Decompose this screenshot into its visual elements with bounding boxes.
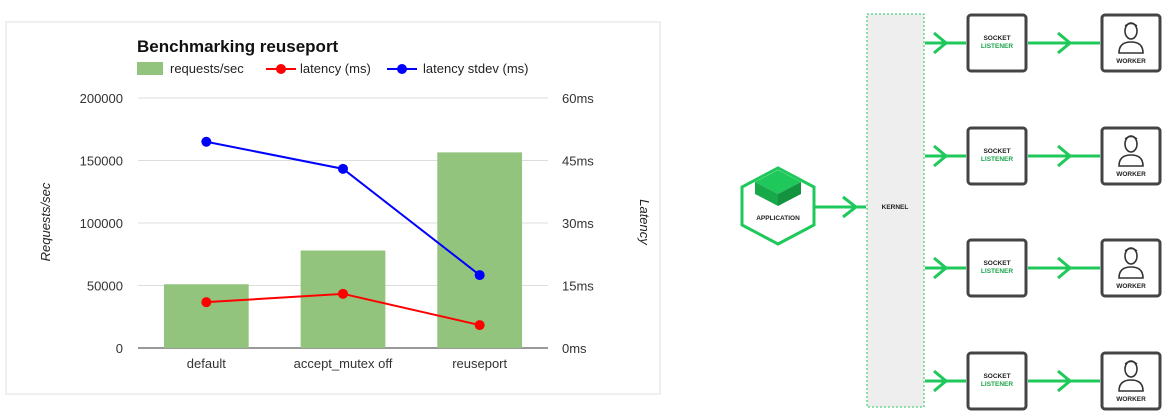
series-point — [201, 297, 212, 308]
worker-label: WORKER — [1116, 396, 1146, 403]
bars — [163, 152, 523, 348]
bar-requests — [163, 284, 249, 348]
y2-tick-label: 30ms — [562, 216, 594, 231]
y-tick-label: 50000 — [87, 279, 123, 294]
app-to-kernel-arrow — [815, 195, 866, 219]
legend-label-requests: requests/sec — [170, 61, 244, 76]
y2-tick-label: 0ms — [562, 341, 587, 356]
application-label: APPLICATION — [756, 215, 800, 222]
person-icon — [1118, 247, 1144, 279]
application-cube-right — [778, 182, 801, 206]
arrow-head — [1057, 256, 1073, 280]
socket-label: SOCKET — [983, 35, 1010, 42]
arrow-head — [1057, 369, 1073, 393]
x-tick-label: default — [187, 356, 226, 371]
worker-box — [1100, 238, 1162, 298]
worker-box — [1100, 351, 1162, 411]
legend-swatch-requests — [137, 62, 163, 75]
socket-label: SOCKET — [983, 260, 1010, 267]
series-point — [338, 163, 348, 174]
series-point — [201, 136, 212, 147]
socket-listener-box — [966, 238, 1028, 298]
listener-label: LISTENER — [981, 268, 1013, 275]
worker-label: WORKER — [1116, 171, 1146, 178]
legend-label-latency: latency (ms) — [300, 61, 371, 76]
application-cube-left — [755, 182, 778, 206]
bar-requests — [437, 152, 523, 348]
arrow-head — [933, 369, 949, 393]
socket-listener-box — [966, 351, 1028, 411]
bar-requests — [300, 250, 386, 348]
legend-marker-latency — [276, 64, 286, 74]
y-tick-label: 150000 — [80, 154, 123, 169]
worker-box — [1100, 126, 1162, 186]
y-tick-label: 0 — [116, 341, 123, 356]
person-icon — [1118, 22, 1144, 54]
socket-listener-box — [966, 126, 1028, 186]
worker-box — [1100, 13, 1162, 73]
arrow-head — [933, 256, 949, 280]
y-tick-label: 100000 — [80, 216, 123, 231]
y2-tick-label: 15ms — [562, 279, 594, 294]
y2-axis-title: Latency — [637, 199, 652, 246]
arrow-head — [933, 31, 949, 55]
x-tick-label: reuseport — [452, 356, 507, 371]
y2-tick-label: 60ms — [562, 91, 594, 106]
listener-worker-rows: SOCKETLISTENERWORKERSOCKETLISTENERWORKER… — [925, 13, 1162, 411]
latency-lines — [201, 136, 485, 331]
x-tick-label: accept_mutex off — [294, 356, 393, 371]
person-icon — [1118, 135, 1144, 167]
listener-label: LISTENER — [981, 43, 1013, 50]
y-axis-title: Requests/sec — [38, 182, 53, 261]
axis-ticks: 0 0ms 50000 15ms 100000 30ms 150000 45ms 200000 6… — [80, 91, 595, 371]
socket-label: SOCKET — [983, 373, 1010, 380]
series-point — [338, 288, 348, 299]
application-node: APPLICATION — [740, 166, 816, 246]
kernel-label: KERNEL — [882, 204, 909, 211]
arrow-head — [1057, 31, 1073, 55]
series-point — [474, 320, 485, 331]
kernel-box — [866, 13, 925, 408]
legend-label-stdev: latency stdev (ms) — [423, 61, 528, 76]
legend: requests/sec latency (ms) latency stdev … — [137, 61, 528, 76]
legend-marker-stdev — [397, 64, 407, 74]
arrow-head — [1057, 144, 1073, 168]
arrow-head — [933, 144, 949, 168]
person-icon — [1118, 360, 1144, 392]
y2-tick-label: 45ms — [562, 154, 594, 169]
socket-label: SOCKET — [983, 148, 1010, 155]
listener-label: LISTENER — [981, 381, 1013, 388]
kernel-node: KERNEL — [866, 13, 925, 408]
series-point — [474, 270, 485, 281]
listener-label: LISTENER — [981, 156, 1013, 163]
worker-label: WORKER — [1116, 283, 1146, 290]
socket-listener-box — [966, 13, 1028, 73]
worker-label: WORKER — [1116, 58, 1146, 65]
chart-title: Benchmarking reuseport — [137, 37, 339, 56]
y-tick-label: 200000 — [80, 91, 123, 106]
